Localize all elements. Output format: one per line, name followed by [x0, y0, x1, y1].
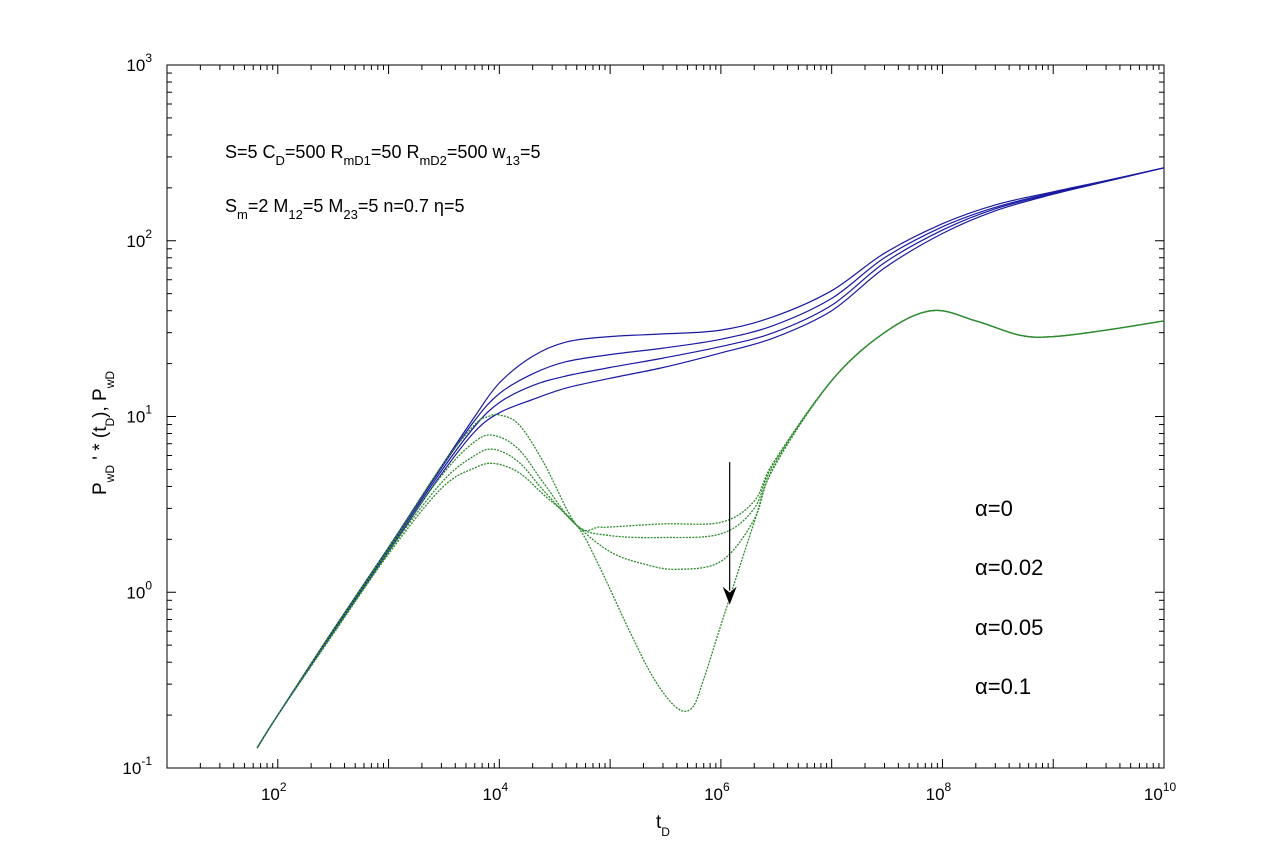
x-tick-label: 1010: [1144, 780, 1177, 804]
x-tick-labels: 102 104 106 108 1010: [261, 780, 1176, 804]
y-axis-label: PwD ' * (tD), PwD: [90, 371, 117, 495]
legend: α=0 α=0.02 α=0.05 α=0.1: [975, 496, 1043, 699]
derivative-curve: [256, 309, 1165, 749]
pressure-curve: [256, 167, 1165, 749]
y-tick-label: 102: [126, 227, 152, 251]
x-tick-label: 102: [261, 780, 287, 804]
derivative-curve: [256, 309, 1165, 749]
derivative-curve: [256, 309, 1165, 749]
pressure-curve: [256, 167, 1165, 749]
y-tick-label: 103: [126, 51, 152, 75]
x-tick-label: 108: [926, 780, 952, 804]
arrow: [722, 462, 737, 605]
pressure-curve: [256, 167, 1165, 749]
x-axis-label: tD: [656, 812, 670, 839]
annotation-line: S=5 CD=500 RmD1=50 RmD2=500 w13=5: [225, 142, 540, 168]
annotation-line: Sm=2 M12=5 M23=5 n=0.7 η=5: [225, 196, 464, 222]
parameter-annotations: S=5 CD=500 RmD1=50 RmD2=500 w13=5 Sm=2 M1…: [225, 142, 540, 222]
legend-entry: α=0.05: [975, 615, 1043, 640]
legend-entry: α=0.1: [975, 674, 1031, 699]
arrow-head: [722, 586, 737, 605]
y-tick-labels: 10-1 100 101 102 103: [122, 51, 152, 778]
axis-ticks: [166, 65, 1164, 769]
y-tick-label: 10-1: [122, 754, 152, 778]
pressure-curve: [256, 167, 1165, 749]
legend-entry: α=0: [975, 496, 1013, 521]
y-tick-label: 101: [126, 403, 152, 427]
x-tick-label: 104: [483, 780, 509, 804]
plot-frame: [166, 64, 1165, 769]
series-layer: [256, 167, 1165, 749]
x-tick-label: 106: [704, 780, 730, 804]
legend-entry: α=0.02: [975, 555, 1043, 580]
y-tick-label: 100: [126, 578, 152, 602]
